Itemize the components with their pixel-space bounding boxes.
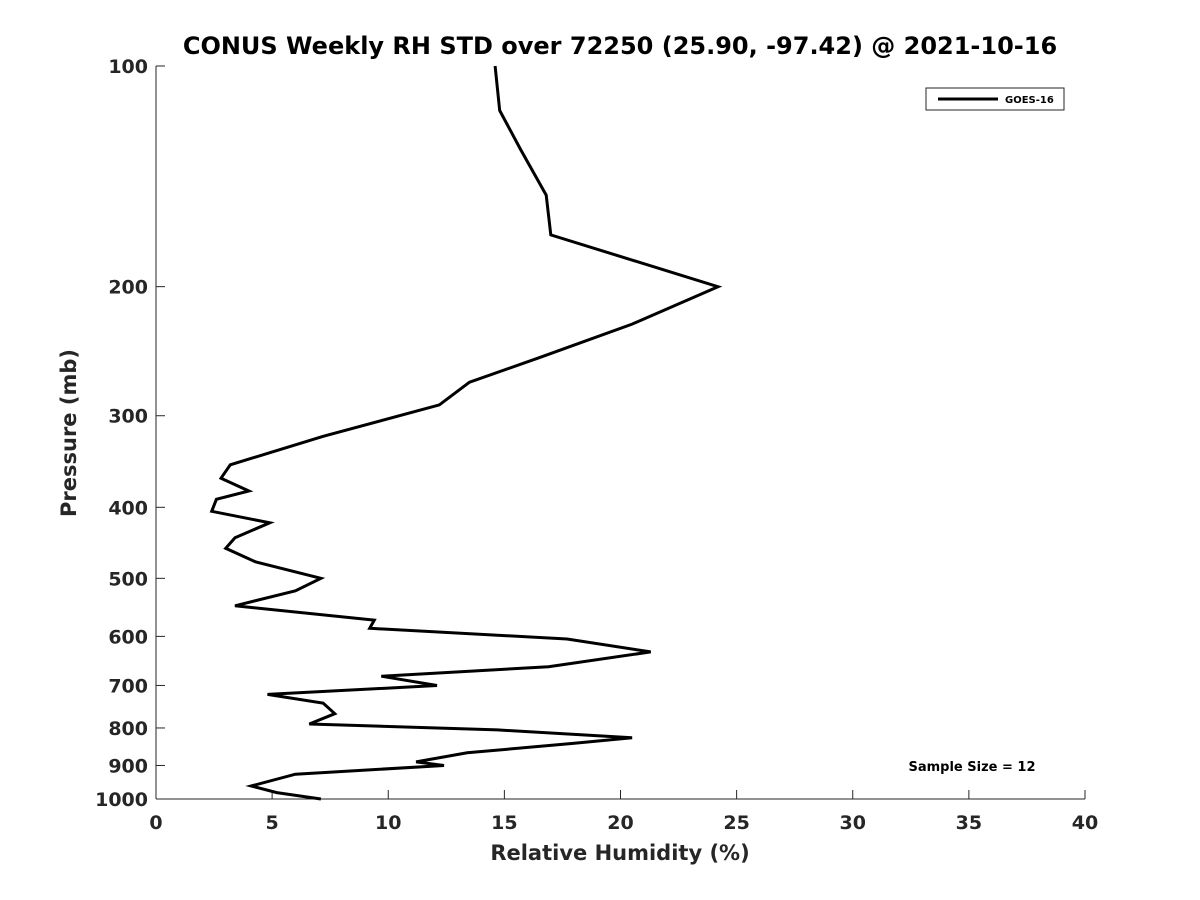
chart-title: CONUS Weekly RH STD over 72250 (25.90, -… — [183, 32, 1057, 60]
x-tick-label: 20 — [607, 812, 633, 834]
y-tick-label: 1000 — [95, 789, 148, 811]
x-tick-label: 10 — [375, 812, 401, 834]
series — [209, 65, 723, 801]
x-axis-label: Relative Humidity (%) — [490, 841, 749, 865]
y-tick-label: 900 — [108, 755, 148, 777]
x-tick-label: 15 — [491, 812, 517, 834]
x-ticks: 0 5 10 15 20 25 30 35 40 — [149, 790, 1098, 834]
y-tick-label: 700 — [108, 675, 148, 697]
series-line-goes-16 — [209, 65, 723, 801]
x-tick-label: 35 — [956, 812, 982, 834]
plot-area — [156, 66, 1085, 799]
legend: GOES-16 — [925, 87, 1065, 111]
y-tick-label: 600 — [108, 626, 148, 648]
axes — [155, 66, 1085, 800]
x-tick-label: 30 — [840, 812, 866, 834]
y-tick-label: 400 — [108, 497, 148, 519]
y-tick-label: 800 — [108, 718, 148, 740]
x-tick-label: 5 — [266, 812, 279, 834]
x-tick-label: 40 — [1072, 812, 1098, 834]
y-tick-label: 100 — [108, 56, 148, 78]
legend-label-goes-16: GOES-16 — [1005, 95, 1054, 106]
x-tick-label: 0 — [149, 812, 162, 834]
y-tick-label: 300 — [108, 406, 148, 428]
y-tick-label: 200 — [108, 277, 148, 299]
y-ticks: 100 200 300 400 500 600 700 800 900 1000 — [95, 56, 165, 811]
y-tick-label: 500 — [108, 568, 148, 590]
sample-size-annotation: Sample Size = 12 — [908, 760, 1035, 775]
y-axis-label: Pressure (mb) — [57, 349, 81, 517]
x-tick-label: 25 — [723, 812, 749, 834]
